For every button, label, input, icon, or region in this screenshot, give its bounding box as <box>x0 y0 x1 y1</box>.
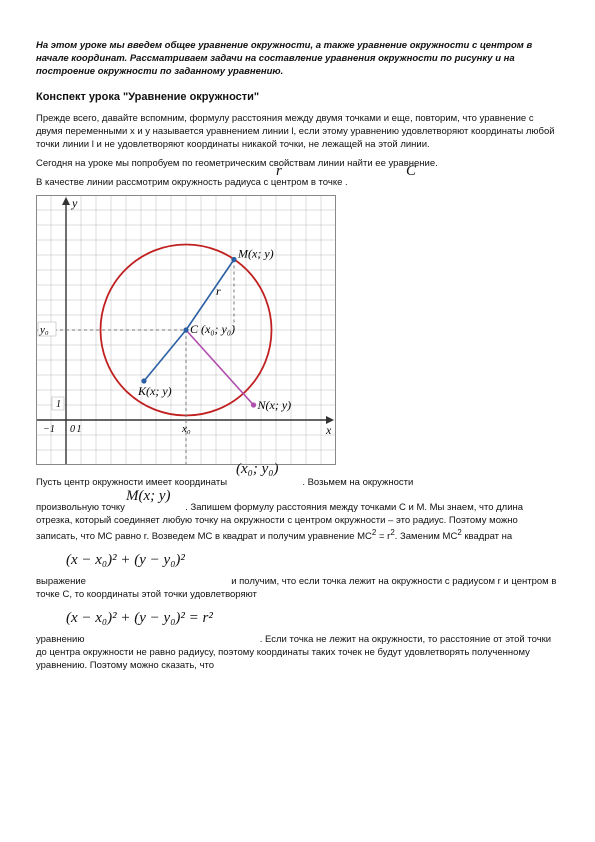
symbol-r: r <box>276 161 282 181</box>
svg-text:0: 0 <box>70 424 75 435</box>
p7b: . Если точка не лежит на окружности, то … <box>36 634 551 671</box>
paragraph-4: (x₀; y₀) Пусть центр окружности имеет ко… <box>36 471 559 490</box>
paragraph-1: Прежде всего, давайте вспомним, формулу … <box>36 113 559 151</box>
svg-text:N(x; y): N(x; y) <box>257 398 292 412</box>
svg-text:C (x₀; y₀): C (x₀; y₀) <box>190 322 235 336</box>
paragraph-6: выражение и получим, что если точка лежи… <box>36 576 559 602</box>
paragraph-3: r C В качестве линии рассмотрим окружнос… <box>36 177 559 190</box>
svg-text:1: 1 <box>77 424 82 435</box>
paragraph-5: M(x; y) произвольную точку . Запишем фор… <box>36 496 559 544</box>
p7a: уравнению <box>36 634 84 645</box>
p4b: . Возьмем на окружности <box>302 477 413 488</box>
p6a: выражение <box>36 576 86 587</box>
svg-text:1: 1 <box>56 399 61 410</box>
p3a: В качестве линии рассмотрим окружность р… <box>36 177 264 188</box>
lesson-intro: На этом уроке мы введем общее уравнение … <box>36 40 559 78</box>
p5a: произвольную точку <box>36 502 128 513</box>
svg-text:x: x <box>325 423 332 437</box>
p5d: . Заменим MC <box>395 531 458 542</box>
symbol-C: C <box>406 161 416 181</box>
svg-text:y: y <box>71 196 78 210</box>
svg-text:M(x; y): M(x; y) <box>237 247 274 261</box>
p5e: квадрат на <box>462 531 512 542</box>
svg-text:K(x; y): K(x; y) <box>137 384 172 398</box>
lesson-title: Конспект урока "Уравнение окружности" <box>36 90 559 105</box>
circle-diagram: C (x₀; y₀) M(x; y) K(x; y) N(x; y) r y₀ x₀ y x −1… <box>36 195 336 465</box>
coords-x0y0: (x₀; y₀) <box>236 459 278 479</box>
formula-2: (x − x₀)² + (y − y₀)² = r² <box>66 608 559 628</box>
Mxy: M(x; y) <box>126 486 171 506</box>
paragraph-7: уравнению . Если точка не лежит на окруж… <box>36 634 559 672</box>
svg-text:r: r <box>216 284 221 298</box>
p3c: . <box>345 177 348 188</box>
svg-text:−1: −1 <box>43 424 55 435</box>
svg-text:x₀: x₀ <box>181 423 191 435</box>
svg-text:y₀: y₀ <box>39 324 49 336</box>
paragraph-2: Сегодня на уроке мы попробуем по геометр… <box>36 158 559 171</box>
p6b: и получим, что если точка лежит на окруж… <box>36 576 556 600</box>
p5c: = r <box>376 531 390 542</box>
formula-1: (x − x₀)² + (y − y₀)² <box>66 550 559 570</box>
